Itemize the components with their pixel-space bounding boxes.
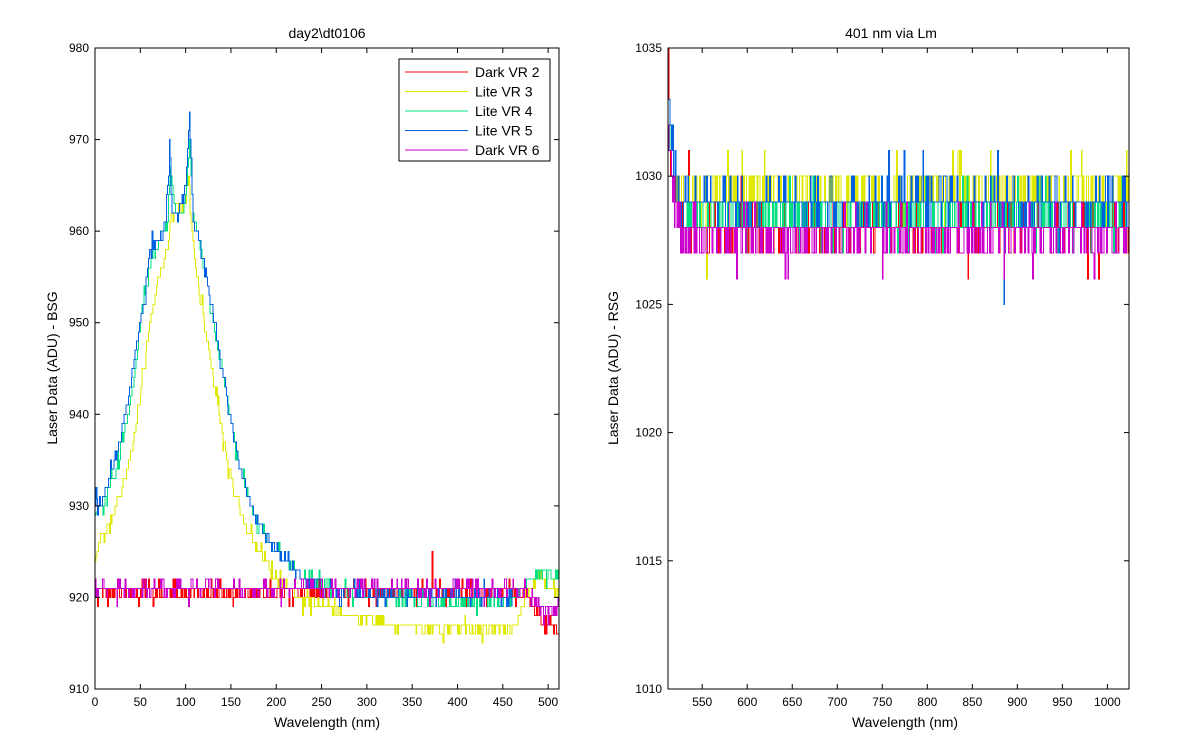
y-tick-label: 1035	[635, 41, 662, 55]
chart-left-ticks: 0 50 100 150 200 250 300 350 400 450 500 910 920 930 9…	[69, 41, 559, 709]
x-tick-label: 600	[737, 695, 757, 709]
y-tick-label: 960	[69, 224, 89, 238]
legend-label-lite-vr-4: Lite VR 4	[475, 103, 533, 119]
x-tick-label: 250	[312, 695, 332, 709]
x-tick-label: 550	[692, 695, 712, 709]
chart-right-plot-area	[668, 48, 1129, 689]
chart-left-ylabel: Laser Data (ADU) - BSG	[44, 291, 60, 444]
x-tick-label: 800	[917, 695, 937, 709]
y-tick-label: 910	[69, 682, 89, 696]
y-tick-label: 940	[69, 407, 89, 421]
chart-left-legend: Dark VR 2 Lite VR 3 Lite VR 4 Lite VR 5 Dark…	[398, 58, 551, 162]
chart-left-series-layer	[95, 111, 560, 644]
chart-left: day2\dt0106 0 50 100 150 200 250 300 350 400 450 5…	[44, 25, 560, 730]
y-tick-label: 1015	[635, 554, 662, 568]
chart-right-ylabel: Laser Data (ADU) - RSG	[605, 291, 621, 445]
series-line-dark-vr-6-left	[95, 578, 560, 626]
x-tick-label: 700	[827, 695, 847, 709]
x-tick-label: 750	[872, 695, 892, 709]
series-line-lite-vr-5-left	[95, 111, 513, 608]
legend-label-dark-vr-2: Dark VR 2	[475, 64, 540, 80]
x-tick-label: 350	[402, 695, 422, 709]
y-tick-label: 970	[69, 133, 89, 147]
x-tick-label: 950	[1052, 695, 1072, 709]
x-tick-label: 1000	[1094, 695, 1121, 709]
y-tick-label: 950	[69, 316, 89, 330]
chart-right-axes-frame	[667, 47, 1130, 690]
x-tick-label: 50	[134, 695, 148, 709]
y-tick-label: 1025	[635, 297, 662, 311]
x-tick-label: 150	[221, 695, 241, 709]
x-tick-label: 300	[357, 695, 377, 709]
x-tick-label: 850	[962, 695, 982, 709]
y-tick-label: 920	[69, 590, 89, 604]
x-tick-label: 100	[176, 695, 196, 709]
chart-right: 401 nm via Lm 550 600 650 700 750 800 850 900 95…	[605, 25, 1130, 730]
x-tick-label: 900	[1007, 695, 1027, 709]
x-tick-label: 450	[493, 695, 513, 709]
legend-label-lite-vr-3: Lite VR 3	[475, 84, 533, 100]
chart-left-axes-frame	[94, 47, 560, 690]
chart-right-title: 401 nm via Lm	[845, 25, 937, 41]
x-tick-label: 400	[447, 695, 467, 709]
y-tick-label: 1020	[635, 426, 662, 440]
x-tick-label: 0	[92, 695, 99, 709]
y-tick-label: 1030	[635, 169, 662, 183]
legend-box	[398, 58, 551, 162]
x-tick-label: 200	[266, 695, 286, 709]
y-tick-label: 1010	[635, 682, 662, 696]
legend-label-dark-vr-6: Dark VR 6	[475, 142, 540, 158]
chart-left-title: day2\dt0106	[288, 25, 365, 41]
chart-right-xlabel: Wavelength (nm)	[852, 714, 958, 730]
legend-label-lite-vr-5: Lite VR 5	[475, 123, 533, 139]
series-line-dark-vr-6-right	[668, 124, 1129, 280]
chart-right-ticks: 550 600 650 700 750 800 850 900 950 1000 1010 1015 1…	[635, 41, 1129, 709]
chart-right-series-layer	[668, 47, 1130, 305]
x-tick-label: 500	[538, 695, 558, 709]
y-tick-label: 930	[69, 499, 89, 513]
y-tick-label: 980	[69, 41, 89, 55]
series-line-lite-vr-3-left	[95, 175, 560, 644]
x-tick-label: 650	[782, 695, 802, 709]
chart-left-xlabel: Wavelength (nm)	[274, 714, 380, 730]
